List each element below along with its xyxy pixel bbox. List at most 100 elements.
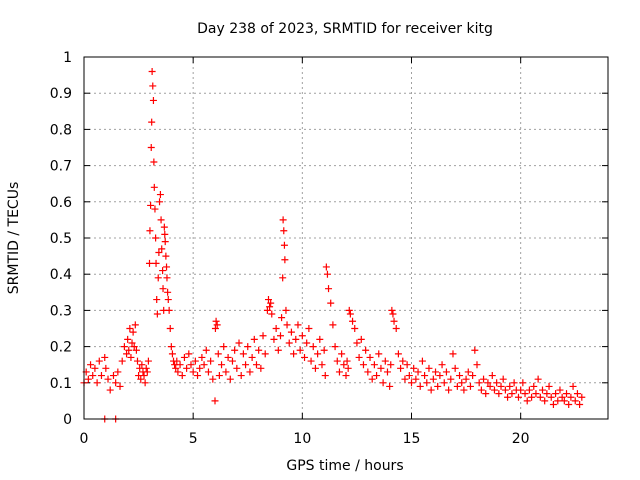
data-point	[89, 372, 97, 380]
data-point	[180, 353, 188, 361]
data-point	[132, 346, 140, 354]
data-point	[539, 386, 546, 394]
data-point	[162, 252, 170, 260]
data-point	[418, 357, 426, 365]
data-point	[97, 372, 105, 380]
data-point	[128, 339, 136, 347]
data-point	[274, 346, 282, 354]
data-points	[80, 67, 586, 423]
data-point	[475, 379, 483, 387]
data-point	[231, 346, 239, 354]
data-point	[125, 346, 133, 354]
data-point	[246, 368, 254, 376]
data-point	[143, 368, 151, 376]
data-point	[301, 353, 309, 361]
data-point	[523, 397, 531, 405]
data-point	[449, 350, 457, 358]
data-point	[106, 386, 114, 394]
data-point	[558, 393, 566, 401]
data-point	[200, 361, 208, 369]
data-point	[397, 364, 405, 372]
data-point	[530, 382, 538, 390]
data-point	[270, 335, 278, 343]
data-point	[355, 353, 363, 361]
data-point	[218, 361, 226, 369]
data-point	[101, 353, 109, 361]
data-point	[456, 372, 464, 380]
data-point	[322, 263, 330, 271]
data-point	[235, 339, 243, 347]
data-point	[309, 343, 317, 351]
data-point	[445, 386, 453, 394]
data-point	[510, 379, 518, 387]
data-point	[414, 368, 422, 376]
data-point	[259, 332, 267, 340]
data-point	[118, 357, 126, 365]
y-tick-label: 1	[63, 50, 72, 66]
data-point	[442, 368, 450, 376]
data-point	[207, 357, 215, 365]
data-point	[464, 368, 472, 376]
data-point	[263, 306, 271, 314]
data-point	[440, 379, 448, 387]
data-point	[102, 364, 110, 372]
data-point	[278, 314, 286, 322]
data-point	[142, 364, 150, 372]
x-axis-label: GPS time / hours	[286, 458, 403, 474]
data-point	[187, 361, 195, 369]
data-point	[242, 361, 250, 369]
data-point	[377, 364, 385, 372]
data-point	[399, 357, 407, 365]
data-point	[131, 321, 139, 329]
data-point	[477, 386, 485, 394]
data-point	[403, 361, 411, 369]
y-tick-label: 0.6	[50, 195, 72, 211]
data-point	[480, 375, 488, 383]
data-point	[127, 353, 135, 361]
data-point	[379, 379, 387, 387]
data-point	[547, 393, 555, 401]
data-point	[281, 256, 289, 264]
data-point	[386, 382, 394, 390]
data-point	[294, 321, 302, 329]
data-point	[166, 325, 174, 332]
data-point	[267, 299, 275, 307]
data-point	[233, 364, 241, 372]
data-point	[325, 285, 333, 293]
data-point	[366, 353, 374, 361]
data-point	[250, 335, 258, 343]
data-point	[196, 364, 204, 372]
data-point	[153, 296, 161, 304]
data-point	[370, 361, 378, 369]
data-point	[554, 397, 562, 405]
data-point	[150, 158, 158, 166]
data-point	[95, 357, 103, 365]
data-point	[565, 401, 573, 409]
data-point	[155, 248, 163, 256]
data-point	[191, 357, 199, 365]
data-point	[261, 350, 269, 358]
data-point	[149, 96, 157, 104]
data-point	[172, 364, 180, 372]
data-point	[383, 368, 391, 376]
data-point	[536, 393, 544, 401]
data-point	[248, 353, 256, 361]
data-point	[287, 328, 295, 336]
data-point	[359, 361, 367, 369]
data-point	[451, 364, 459, 372]
data-point	[141, 379, 149, 387]
data-point	[204, 368, 212, 376]
data-point	[84, 375, 92, 383]
data-point	[129, 328, 137, 336]
data-point	[387, 361, 395, 369]
data-point	[87, 361, 95, 369]
data-point	[573, 390, 581, 398]
x-tick-label: 10	[293, 431, 311, 447]
data-point	[389, 310, 397, 318]
data-point	[388, 306, 396, 314]
data-point	[151, 205, 159, 213]
data-point	[163, 274, 171, 282]
data-point	[257, 364, 265, 372]
x-tick-label: 5	[189, 431, 198, 447]
